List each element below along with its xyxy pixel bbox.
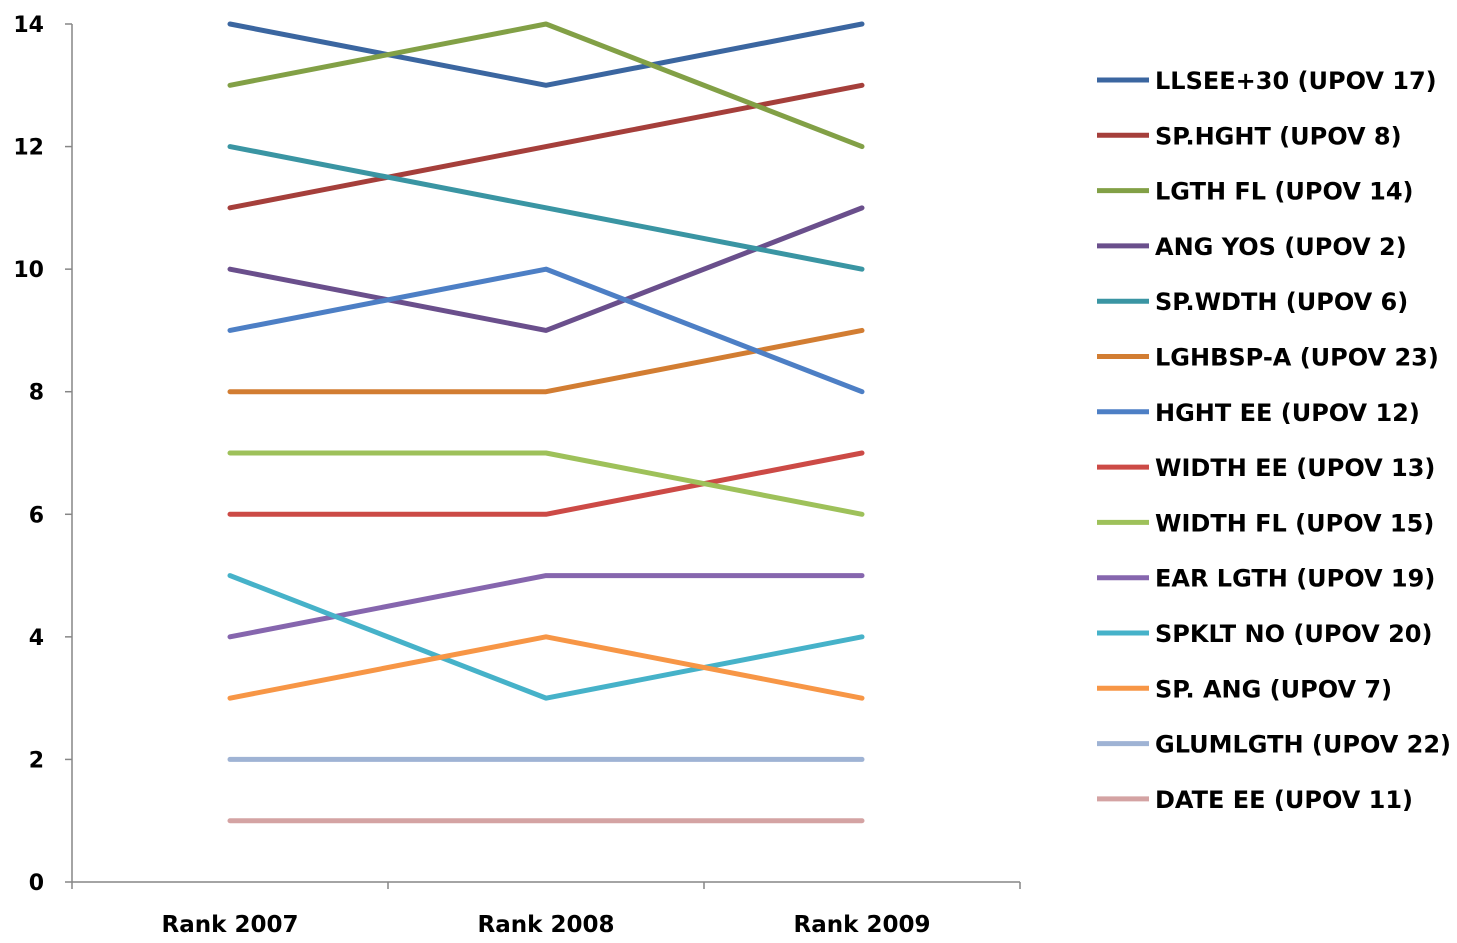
y-tick-label: 8 [29, 381, 44, 406]
legend-label: ANG YOS (UPOV 2) [1155, 233, 1407, 261]
y-tick-label: 14 [13, 13, 44, 38]
legend: LLSEE+30 (UPOV 17) SP.HGHT (UPOV 8) LGTH F… [1097, 67, 1451, 814]
legend-label: DATE EE (UPOV 11) [1155, 786, 1413, 814]
series-line [227, 450, 865, 517]
y-tick-label: 6 [29, 503, 44, 528]
legend-label: SPKLT NO (UPOV 20) [1155, 620, 1432, 648]
series-line [227, 82, 865, 211]
legend-label: WIDTH FL (UPOV 15) [1155, 509, 1434, 537]
y-tick-label: 0 [29, 871, 44, 896]
series-line [227, 327, 865, 395]
x-tick-label: Rank 2009 [794, 912, 931, 938]
legend-label: LLSEE+30 (UPOV 17) [1155, 67, 1437, 95]
legend-label: SP.WDTH (UPOV 6) [1155, 288, 1408, 316]
series-line [227, 21, 865, 150]
series-line [227, 144, 865, 272]
y-tick-label: 2 [29, 748, 44, 773]
legend-label: LGTH FL (UPOV 14) [1155, 178, 1414, 206]
legend-label: HGHT EE (UPOV 12) [1155, 399, 1420, 427]
series-line [227, 634, 865, 701]
axes: 0 2 4 6 8 10 12 14 Rank 2007 Rank 2008 Rank 2009 [13, 13, 1021, 938]
legend-label: EAR LGTH (UPOV 19) [1155, 565, 1435, 593]
x-tick-label: Rank 2007 [162, 912, 299, 938]
y-tick-label: 10 [13, 258, 44, 283]
series-line [227, 21, 865, 88]
legend-label: WIDTH EE (UPOV 13) [1155, 454, 1435, 482]
legend-label: GLUMLGTH (UPOV 22) [1155, 731, 1451, 759]
series-line [227, 573, 865, 701]
legend-label: SP.HGHT (UPOV 8) [1155, 122, 1402, 150]
legend-label: SP. ANG (UPOV 7) [1155, 675, 1392, 703]
series-lines [227, 21, 865, 824]
x-tick-label: Rank 2008 [478, 912, 615, 938]
y-tick-label: 12 [13, 136, 44, 161]
legend-label: LGHBSP-A (UPOV 23) [1155, 344, 1439, 372]
series-line [227, 573, 865, 640]
series-line [227, 450, 865, 517]
series-line [227, 266, 865, 395]
y-tick-label: 4 [29, 626, 44, 651]
